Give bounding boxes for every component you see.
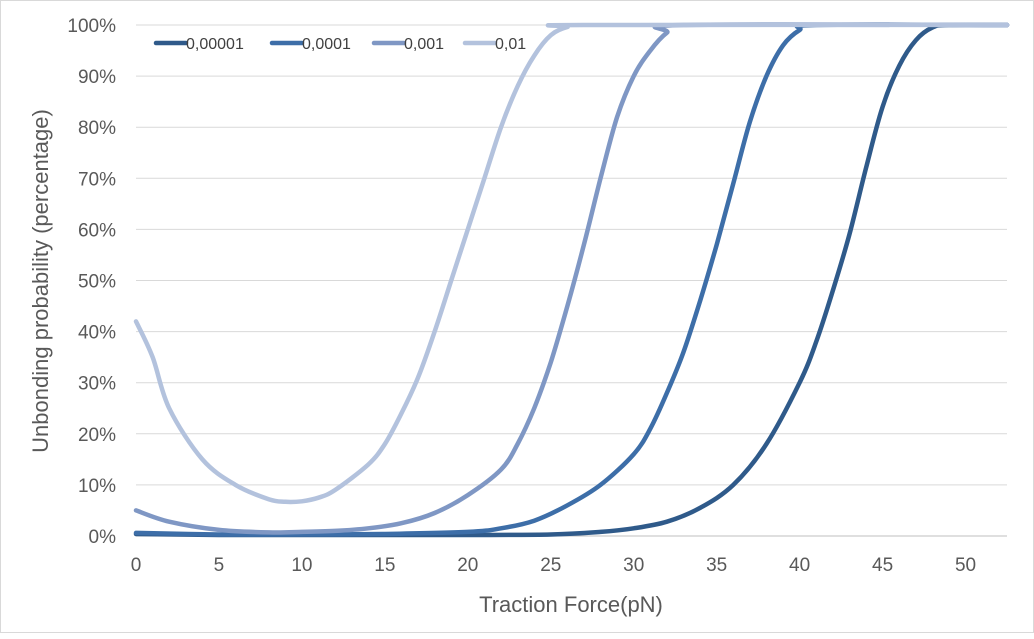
x-tick-label: 15	[374, 555, 395, 576]
x-axis-label: Traction Force(pN)	[479, 592, 663, 617]
series-line	[133, 22, 1010, 535]
y-tick-label: 40%	[78, 323, 116, 344]
x-tick-label: 10	[291, 555, 312, 576]
x-tick-label: 20	[457, 555, 478, 576]
legend-label: 0,00001	[186, 36, 244, 53]
legend-label: 0,001	[404, 36, 444, 53]
y-tick-label: 70%	[78, 169, 116, 190]
x-tick-label: 5	[214, 555, 225, 576]
x-tick-label: 0	[131, 555, 142, 576]
y-tick-label: 20%	[78, 425, 116, 446]
x-tick-label: 50	[955, 555, 976, 576]
legend: 0,00001 0,0001 0,001 0,01	[153, 36, 526, 53]
legend-label: 0,01	[495, 36, 526, 53]
y-tick-labels: 0% 10% 20% 30% 40% 50% 60% 70% 80% 90% 100%	[67, 16, 116, 548]
y-tick-label: 50%	[78, 272, 116, 293]
series-lines	[133, 22, 1010, 538]
x-tick-label: 35	[706, 555, 727, 576]
series-line	[133, 22, 1010, 538]
x-tick-labels: 0 5 10 15 20 25 30 35 40 45 50	[131, 555, 976, 576]
y-tick-label: 100%	[67, 16, 116, 37]
y-tick-label: 10%	[78, 476, 116, 497]
x-tick-label: 30	[623, 555, 644, 576]
series-line	[133, 22, 1010, 505]
y-tick-label: 80%	[78, 118, 116, 139]
x-tick-label: 40	[789, 555, 810, 576]
gridlines	[136, 24, 1007, 486]
y-tick-label: 90%	[78, 67, 116, 88]
x-tick-label: 25	[540, 555, 561, 576]
y-tick-label: 0%	[89, 527, 117, 548]
y-tick-label: 30%	[78, 374, 116, 395]
y-tick-label: 60%	[78, 220, 116, 241]
y-axis-label: Unbonding probability (percentage)	[28, 109, 53, 453]
series-line	[133, 22, 1010, 537]
legend-label: 0,0001	[302, 36, 351, 53]
x-tick-label: 45	[872, 555, 893, 576]
